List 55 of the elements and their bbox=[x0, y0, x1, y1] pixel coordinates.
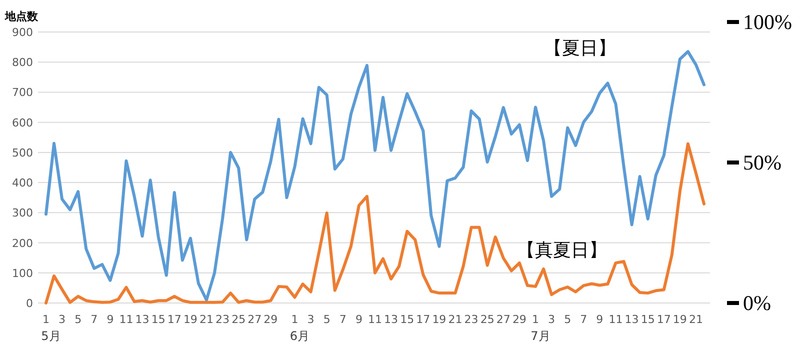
y-tick-label: 300 bbox=[12, 206, 33, 220]
y-axis-title: 地点数 bbox=[4, 10, 39, 23]
series-label: 【夏日】 bbox=[544, 38, 616, 58]
x-tick-label: 23 bbox=[216, 313, 230, 326]
x-tick-label: 7 bbox=[339, 313, 346, 326]
x-tick-label: 21 bbox=[199, 313, 214, 326]
y2-tick-label: 100% bbox=[743, 10, 792, 34]
series-label: 【真夏日】 bbox=[517, 240, 607, 260]
x-tick-label: 9 bbox=[106, 313, 114, 326]
x-tick-label: 11 bbox=[368, 313, 382, 326]
x-tick-label: 17 bbox=[167, 313, 182, 326]
line-series bbox=[44, 142, 706, 304]
x-tick-label: 19 bbox=[672, 313, 687, 326]
x-tick-label: 13 bbox=[624, 313, 639, 326]
x-tick-label: 21 bbox=[688, 313, 703, 326]
x-tick-label: 27 bbox=[496, 313, 510, 326]
x-tick-label: 5 bbox=[323, 313, 330, 326]
x-tick-label: 9 bbox=[355, 313, 362, 326]
x-tick-label: 25 bbox=[480, 313, 494, 326]
x-tick-label: 29 bbox=[264, 313, 278, 326]
x-tick-label: 15 bbox=[640, 313, 655, 326]
x-tick-label: 27 bbox=[248, 313, 262, 326]
x-tick-label: 29 bbox=[512, 313, 526, 326]
x-tick-label: 3 bbox=[58, 313, 66, 326]
x-tick-label: 13 bbox=[384, 313, 398, 326]
x-tick-label: 21 bbox=[448, 313, 462, 326]
x-tick-label: 9 bbox=[596, 313, 604, 326]
x-tick-label: 17 bbox=[656, 313, 671, 326]
y-tick-label: 0 bbox=[26, 297, 33, 310]
x-tick-label: 15 bbox=[151, 313, 166, 326]
y-tick-label: 600 bbox=[12, 116, 33, 130]
x-tick-label: 23 bbox=[464, 313, 478, 326]
y-tick-label: 500 bbox=[12, 146, 33, 160]
x-tick-label: 7 bbox=[90, 313, 98, 326]
x-tick-label: 11 bbox=[608, 313, 623, 326]
x-tick-label: 17 bbox=[416, 313, 430, 326]
y-tick-label: 100 bbox=[12, 266, 33, 280]
x-tick-label: 25 bbox=[232, 313, 246, 326]
y-tick-label: 200 bbox=[12, 236, 33, 250]
x-tick-label: 13 bbox=[135, 313, 150, 326]
x-tick-label: 3 bbox=[307, 313, 314, 326]
x-tick-label: 19 bbox=[432, 313, 446, 326]
x-tick-label: 19 bbox=[183, 313, 198, 326]
y-tick-label: 700 bbox=[12, 86, 33, 100]
y-tick-label: 800 bbox=[12, 56, 33, 70]
y2-tick-label: 0% bbox=[743, 291, 771, 315]
x-tick-label: 15 bbox=[400, 313, 414, 326]
x-tick-label: 7 bbox=[580, 313, 588, 326]
x-tick-label: 3 bbox=[548, 313, 556, 326]
y2-tick-label: 50% bbox=[743, 150, 782, 174]
x-tick-label: 11 bbox=[119, 313, 134, 326]
x-tick-label: 5 bbox=[564, 313, 572, 326]
y-tick-label: 400 bbox=[12, 176, 33, 190]
x-tick-label: 5 bbox=[74, 313, 82, 326]
y-tick-label: 900 bbox=[12, 26, 33, 39]
